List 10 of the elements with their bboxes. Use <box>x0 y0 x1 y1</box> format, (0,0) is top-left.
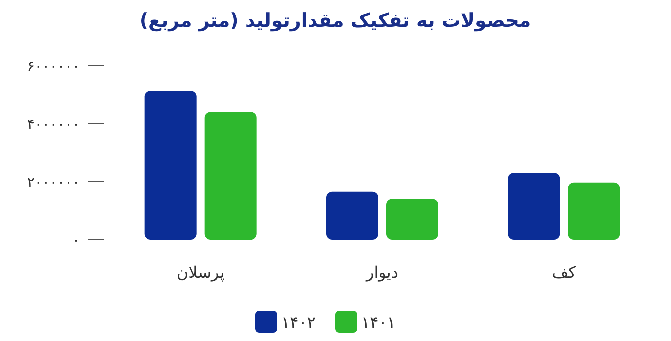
y-tick-label: ۲۰۰۰۰۰۰ <box>27 175 80 191</box>
y-tick-label: ۰ <box>72 233 80 249</box>
y-tick-label: ۶۰۰۰۰۰۰ <box>27 59 80 75</box>
x-tick-label: پرسلان <box>176 263 225 282</box>
x-tick-label: کف <box>552 263 577 282</box>
legend-label: ۱۴۰۲ <box>282 313 316 332</box>
x-tick-label: دیوار <box>365 263 399 282</box>
legend-label: ۱۴۰۱ <box>362 313 396 332</box>
chart-title: محصولات به تفکیک مقدارتولید (متر مربع) <box>140 10 532 32</box>
y-tick-label: ۴۰۰۰۰۰۰ <box>27 117 80 133</box>
